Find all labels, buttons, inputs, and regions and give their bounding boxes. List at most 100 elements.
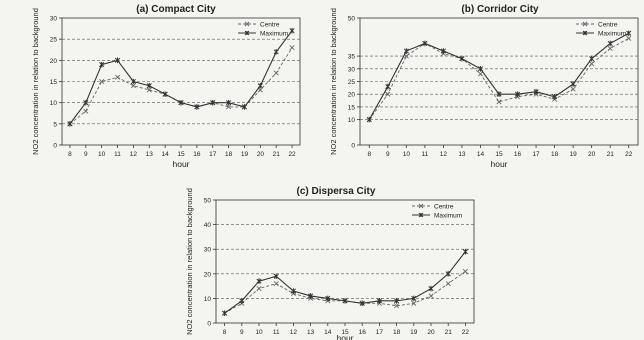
x-axis-label: hour [172,159,189,169]
x-tick-label: 20 [427,329,435,336]
data-point-maximum [533,88,539,95]
data-point-maximum [552,93,558,100]
data-point-maximum [445,271,451,277]
data-point-maximum [256,278,262,284]
y-tick-label: 10 [204,296,212,303]
data-point-maximum [359,300,365,307]
y-tick-label: 25 [50,37,58,44]
y-tick-label: 5 [53,121,57,128]
data-point-centre [496,99,502,105]
data-point-centre [99,78,105,85]
x-tick-label: 9 [386,151,390,158]
chart-panel-compact-city: (a) Compact City 0 5 10 15 20 25 30 8 9 10 11 12 13 14… [0,0,320,170]
legend-marker-centre [582,21,588,27]
x-tick-label: 13 [458,151,466,158]
y-tick-label: 15 [348,104,356,111]
data-point-centre [626,35,632,41]
y-tick-label: 20 [50,58,58,65]
y-axis-label: NO2 concentration in relation to backgro… [329,8,338,155]
chart-title: (b) Corridor City [461,4,539,15]
x-tick-label: 14 [324,329,332,336]
x-tick-label: 10 [255,329,263,336]
data-point-maximum [114,57,121,64]
y-tick-label: 35 [348,54,356,61]
data-point-maximum [428,285,434,292]
y-tick-label: 10 [348,117,356,124]
x-tick-label: 22 [462,329,470,336]
x-tick-label: 8 [367,151,371,158]
x-tick-label: 13 [146,151,154,158]
y-tick-label: 20 [204,271,212,278]
x-tick-label: 20 [257,151,265,158]
x-tick-label: 12 [440,151,448,158]
data-point-maximum [226,99,232,106]
data-point-maximum [289,27,295,34]
x-tick-label: 21 [445,329,453,336]
x-tick-label: 11 [114,151,121,158]
data-point-centre [130,83,136,89]
y-tick-label: 40 [204,222,212,229]
x-tick-label: 21 [607,151,615,158]
y-tick-label: 25 [348,79,356,86]
chart-panel-corridor-city: (b) Corridor City 0 10 15 20 25 30 35 50 8 9 10 11 12… [322,0,644,170]
x-tick-label: 15 [341,329,349,336]
data-point-centre [462,268,468,274]
x-tick-label: 11 [421,151,428,158]
y-tick-label: 0 [351,143,355,150]
x-tick-label: 9 [240,329,244,336]
x-tick-label: 8 [223,329,227,336]
x-tick-label: 22 [288,151,296,158]
data-point-maximum [273,49,279,55]
y-axis-label: NO2 concentration in relation to backgro… [31,8,40,155]
x-tick-label: 19 [241,151,249,158]
y-tick-label: 30 [204,247,212,254]
data-point-maximum [194,104,200,110]
data-point-centre [226,104,232,110]
series-line-maximum [69,30,293,125]
legend-label-centre: Centre [598,22,618,29]
data-point-maximum [440,48,446,54]
chart-dispersa-city: (c) Dispersa City 0 10 20 30 40 50 8 9 10 11 12 13 14… [185,186,475,340]
legend-marker-centre [244,21,250,27]
x-tick-label: 18 [551,151,559,158]
y-tick-label: 0 [53,143,57,150]
chart-compact-city: (a) Compact City 0 5 10 15 20 25 30 8 9 10 11 12 13 14… [31,4,301,169]
x-tick-label: 14 [162,151,170,158]
legend-label-centre: Centre [260,22,280,29]
data-point-maximum [607,40,613,47]
chart-title: (c) Dispersa City [297,186,376,197]
x-tick-label: 12 [290,329,298,336]
data-point-maximum [308,293,314,299]
data-point-maximum [570,81,576,87]
x-tick-label: 19 [410,329,418,336]
data-point-maximum [325,295,331,302]
x-tick-label: 21 [273,151,281,158]
x-tick-label: 9 [84,151,88,158]
data-point-maximum [514,91,521,97]
series-line-centre [224,270,466,314]
data-point-centre [115,74,121,80]
data-point-maximum [376,298,382,304]
data-point-maximum [477,66,484,72]
data-point-centre [385,91,391,97]
legend-label-maximum: Maximum [598,31,626,38]
legend-marker-centre [418,203,424,209]
x-tick-label: 17 [532,151,540,158]
data-point-centre [146,87,152,93]
data-point-centre [256,286,262,292]
data-point-centre [477,71,483,77]
data-point-maximum [273,273,279,280]
data-point-maximum [210,99,216,106]
y-tick-label: 30 [348,66,356,73]
data-point-maximum [241,104,248,110]
x-tick-label: 14 [477,151,485,158]
series-line-centre [69,47,293,125]
data-point-centre [445,281,451,287]
x-tick-label: 18 [393,329,401,336]
chart-corridor-city: (b) Corridor City 0 10 15 20 25 30 35 50 8 9 10 11 12… [329,4,639,169]
legend-marker-maximum [418,212,424,218]
data-point-maximum [83,99,89,106]
x-axis-label: hour [336,333,353,340]
x-tick-label: 10 [98,151,106,158]
legend-label-centre: Centre [434,204,454,211]
